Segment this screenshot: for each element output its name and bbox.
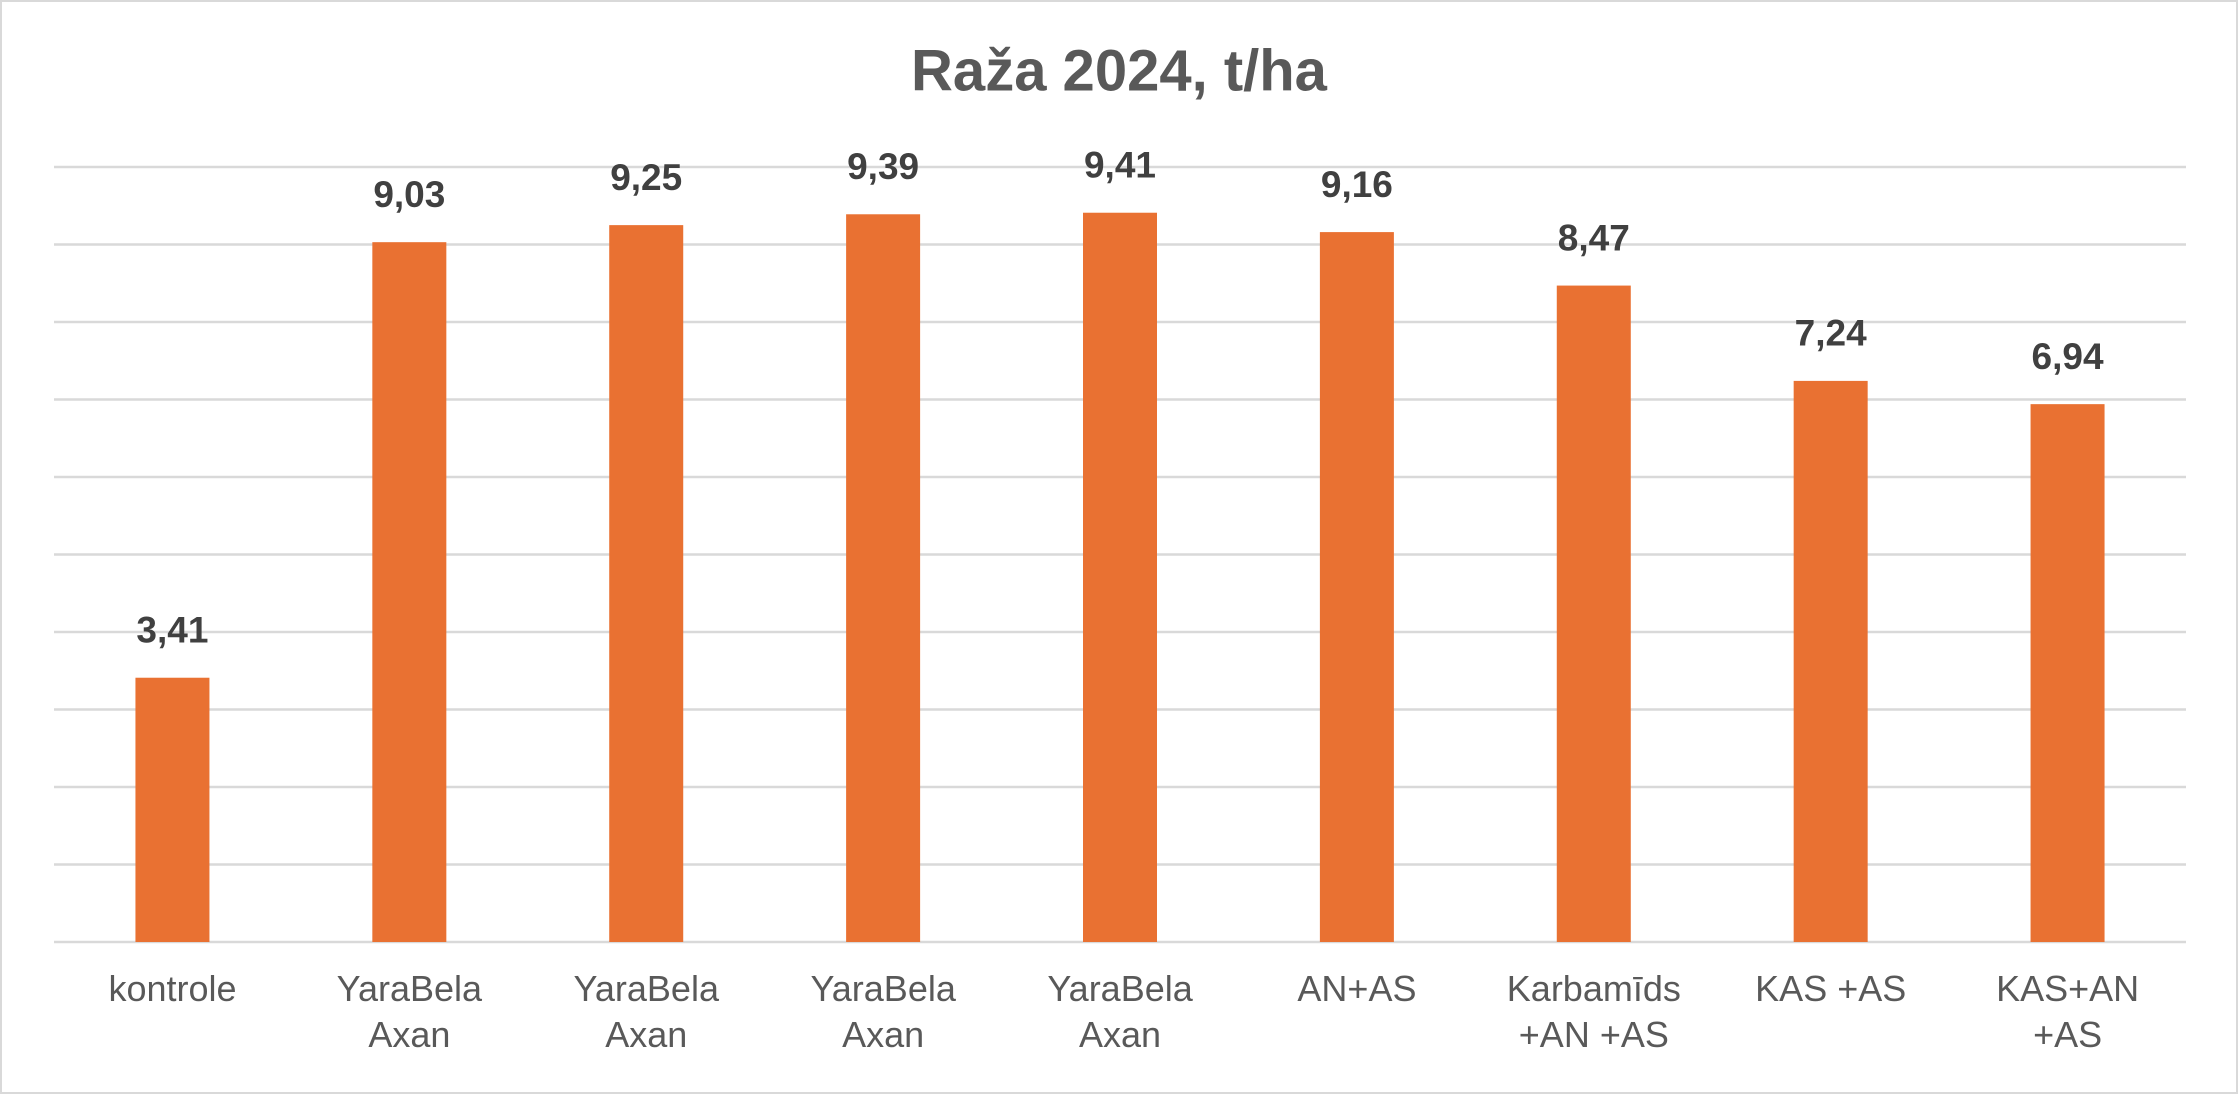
bar — [609, 225, 684, 942]
bar — [2030, 404, 2105, 942]
bar — [372, 242, 447, 943]
bar — [1319, 232, 1394, 943]
x-tick-label: KAS+AN +AS — [1996, 968, 2140, 1055]
x-tick-label: YaraBela Axan — [336, 968, 483, 1055]
data-label: 9,03 — [373, 174, 445, 215]
data-label: 9,25 — [610, 157, 682, 198]
data-label: 6,94 — [2032, 336, 2104, 377]
data-label: 9,39 — [847, 146, 919, 187]
x-tick-label: YaraBela Axan — [573, 968, 719, 1055]
x-tick-label: AN+AS — [1297, 968, 1417, 1009]
x-tick-label: Karbamīds +AN +AS — [1506, 968, 1681, 1055]
data-label: 3,41 — [136, 610, 208, 651]
chart-title: Raža 2024, t/ha — [911, 38, 1328, 103]
x-tick-label: kontrole — [108, 968, 237, 1009]
data-label: 8,47 — [1558, 217, 1630, 258]
x-tick-label: KAS +AS — [1755, 968, 1907, 1009]
data-label: 9,16 — [1321, 164, 1393, 205]
bar — [135, 677, 210, 942]
x-tick-label: YaraBela Axan — [810, 968, 956, 1055]
data-label: 9,41 — [1084, 145, 1156, 186]
bar — [1556, 285, 1631, 942]
bar — [1083, 212, 1157, 943]
x-tick-label: YaraBela Axan — [1047, 968, 1193, 1055]
bar — [846, 214, 921, 942]
bar — [1793, 380, 1868, 942]
data-label: 7,24 — [1795, 313, 1867, 354]
